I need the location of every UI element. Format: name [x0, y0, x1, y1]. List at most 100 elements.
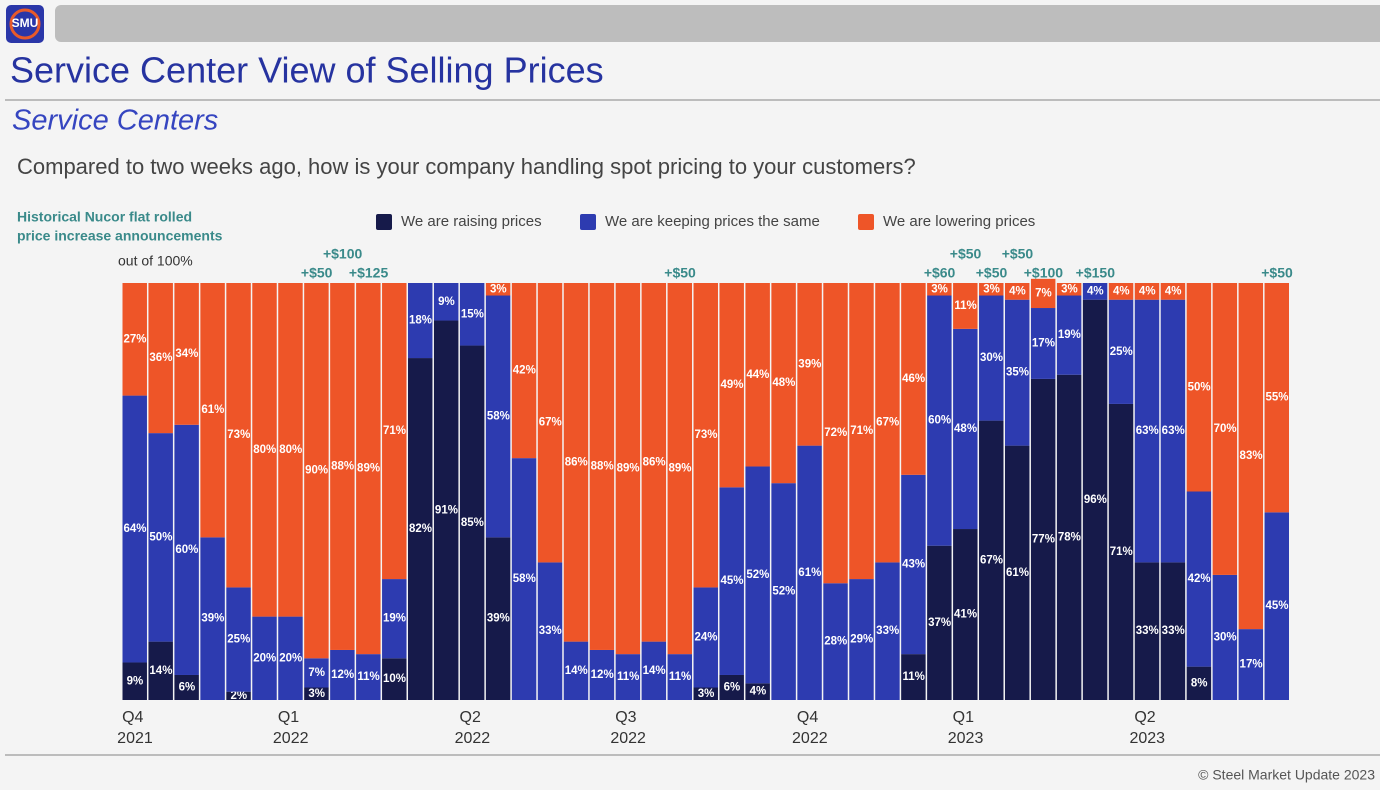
data-label: 12%: [591, 669, 614, 681]
data-label: 30%: [980, 352, 1003, 364]
x-tick-line: Q1: [953, 709, 979, 726]
bar-segment: [1056, 283, 1082, 296]
data-label: 63%: [1136, 425, 1159, 437]
data-label: 12%: [331, 669, 354, 681]
bar-segment: [1134, 299, 1160, 563]
bar-segment: [875, 562, 900, 700]
data-label: 41%: [954, 609, 977, 621]
data-label: 43%: [902, 559, 925, 571]
annotation-title: Historical Nucor flat rolled: [17, 209, 192, 225]
data-label: 71%: [1110, 546, 1133, 558]
bar-segment: [1134, 562, 1160, 700]
data-label: 4%: [750, 686, 767, 698]
bar-segment: [382, 579, 407, 659]
data-label: 14%: [565, 665, 588, 677]
bar-segment: [122, 283, 147, 396]
data-label: 8%: [1191, 677, 1208, 689]
bar-segment: [485, 283, 511, 296]
x-tick-line: Q4: [122, 709, 148, 726]
data-label: 25%: [1110, 346, 1133, 358]
x-tick-label: Q3 2022: [610, 709, 646, 747]
data-label: 71%: [383, 425, 406, 437]
data-label: 44%: [746, 369, 769, 381]
bar-segment: [589, 283, 615, 650]
bar-segment: [304, 687, 329, 700]
data-label: 7%: [1035, 287, 1052, 299]
data-label: 20%: [279, 652, 302, 664]
data-label: 3%: [308, 688, 325, 700]
x-tick-line: 2022: [610, 730, 646, 747]
data-label: 46%: [902, 373, 925, 385]
bar-segment: [1160, 562, 1186, 700]
bar-segment: [304, 658, 329, 688]
data-label: 19%: [1058, 329, 1081, 341]
data-label: 42%: [513, 365, 536, 377]
data-label: 67%: [980, 554, 1003, 566]
data-label: 6%: [179, 682, 196, 694]
bar-segment: [589, 649, 615, 700]
legend-label: We are keeping prices the same: [605, 213, 820, 230]
note: out of 100%: [118, 253, 193, 269]
x-tick-line: 2022: [455, 730, 491, 747]
bar-segment: [927, 295, 952, 546]
bar-segment: [511, 283, 537, 459]
data-label: 64%: [123, 523, 146, 535]
bar-segment: [771, 483, 796, 700]
bar-segment: [174, 283, 199, 425]
x-tick-label: Q4 2021: [117, 709, 153, 747]
data-label: 3%: [1061, 283, 1078, 295]
bar-segment: [1030, 308, 1056, 379]
bar-segment: [901, 474, 926, 655]
bar-segment: [356, 654, 381, 700]
bar-segment: [927, 545, 952, 700]
bar-segment: [771, 283, 796, 484]
data-label: 52%: [746, 569, 769, 581]
bar-segment: [823, 283, 848, 584]
bar-segment: [1212, 574, 1238, 700]
x-tick-label: Q4 2022: [792, 709, 828, 747]
bar-segment: [745, 683, 770, 700]
bar-segment: [615, 283, 641, 655]
data-label: 7%: [308, 667, 325, 679]
data-label: 50%: [1188, 381, 1211, 393]
bar-segment: [485, 295, 511, 538]
data-label: 6%: [724, 682, 741, 694]
data-label: 2%: [230, 690, 247, 702]
annotation: +$60: [924, 265, 956, 281]
bar-segment: [849, 283, 874, 580]
legend-swatch: [376, 214, 392, 230]
data-label: 11%: [954, 300, 976, 312]
data-label: 4%: [1165, 285, 1182, 297]
bar-segment: [382, 658, 407, 700]
data-label: 58%: [487, 410, 510, 422]
data-label: 11%: [902, 671, 924, 683]
bar-segment: [1238, 629, 1264, 700]
bar-segment: [719, 674, 744, 700]
data-label: 42%: [1188, 573, 1211, 585]
data-label: 80%: [279, 444, 302, 456]
x-tick-line: Q2: [460, 709, 486, 726]
data-label: 11%: [669, 671, 691, 683]
bar-segment: [174, 674, 199, 700]
data-label: 17%: [1032, 337, 1055, 349]
x-tick-label: Q2 2023: [1129, 709, 1165, 747]
data-label: 55%: [1266, 392, 1289, 404]
bar-segment: [979, 295, 1004, 421]
bar-segment: [1082, 299, 1108, 700]
data-label: 52%: [772, 586, 795, 598]
data-label: 73%: [227, 429, 250, 441]
bar-segment: [1160, 299, 1186, 563]
data-label: 85%: [461, 517, 484, 529]
data-label: 14%: [149, 665, 172, 677]
bar-segment: [200, 283, 225, 538]
data-label: 15%: [461, 308, 484, 320]
data-label: 88%: [591, 461, 614, 473]
bar-segment: [1056, 374, 1082, 700]
bar-segment: [1264, 283, 1289, 513]
data-label: 91%: [435, 504, 458, 516]
top-bar: [55, 5, 1380, 42]
data-label: 88%: [331, 461, 354, 473]
data-label: 86%: [643, 456, 666, 468]
bar-segment: [901, 654, 926, 700]
data-label: 3%: [931, 283, 948, 295]
